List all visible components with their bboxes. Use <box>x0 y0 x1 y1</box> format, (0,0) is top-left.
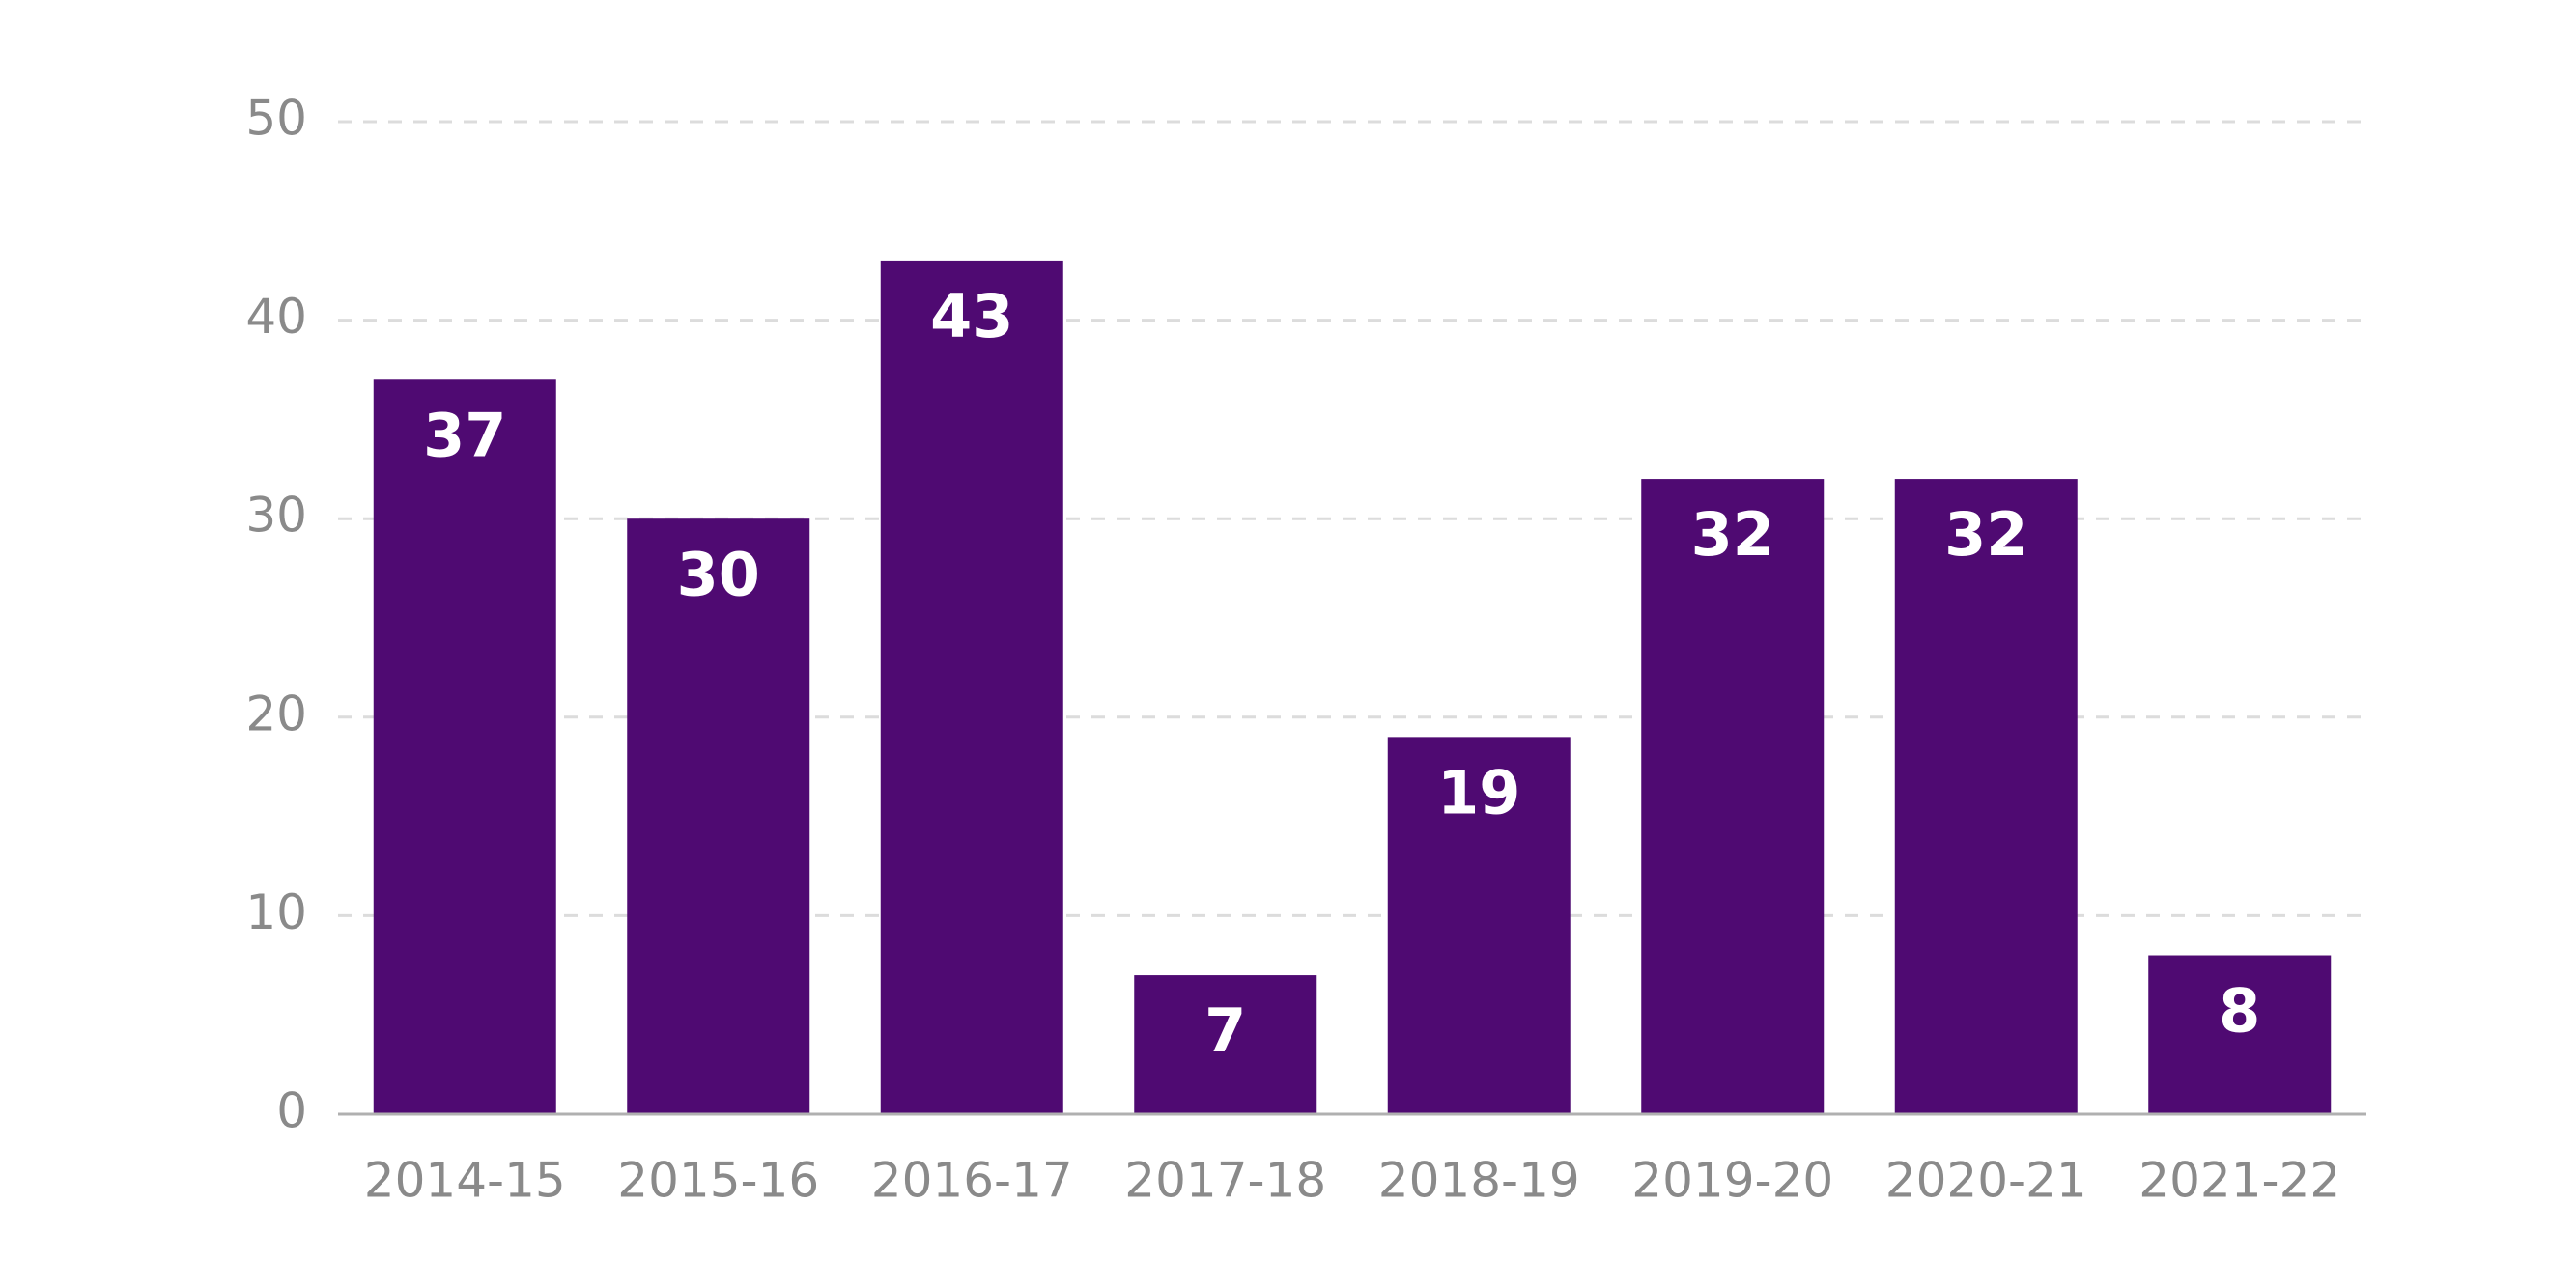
y-tick-label: 10 <box>245 884 307 940</box>
bar <box>2148 955 2332 1114</box>
y-tick-label: 0 <box>276 1083 307 1139</box>
value-label: 30 <box>677 539 760 609</box>
bar <box>373 379 556 1114</box>
x-tick-label: 2015-16 <box>617 1153 819 1209</box>
value-label: 43 <box>930 281 1013 351</box>
bar <box>880 260 1063 1114</box>
bar <box>1387 737 1571 1114</box>
y-tick-label: 30 <box>245 488 307 544</box>
x-tick-label: 2020-21 <box>1885 1153 2087 1209</box>
value-label: 32 <box>1944 499 2027 570</box>
value-label: 19 <box>1437 757 1520 827</box>
x-tick-label: 2014-15 <box>364 1153 566 1209</box>
value-label: 8 <box>2219 976 2260 1047</box>
x-tick-label: 2018-19 <box>1378 1153 1580 1209</box>
bar <box>1134 975 1317 1114</box>
y-tick-label: 40 <box>245 289 307 345</box>
x-tick-label: 2019-20 <box>1631 1153 1833 1209</box>
value-label: 37 <box>423 400 506 470</box>
value-label: 7 <box>1204 995 1246 1066</box>
bar <box>1894 479 2078 1115</box>
y-tick-label: 20 <box>245 686 307 742</box>
x-tick-label: 2016-17 <box>871 1153 1073 1209</box>
value-label: 32 <box>1691 499 1774 570</box>
bar <box>627 518 810 1114</box>
bar <box>1641 479 1825 1115</box>
x-tick-label: 2021-22 <box>2138 1153 2340 1209</box>
x-tick-label: 2017-18 <box>1124 1153 1326 1209</box>
y-tick-label: 50 <box>245 91 307 147</box>
